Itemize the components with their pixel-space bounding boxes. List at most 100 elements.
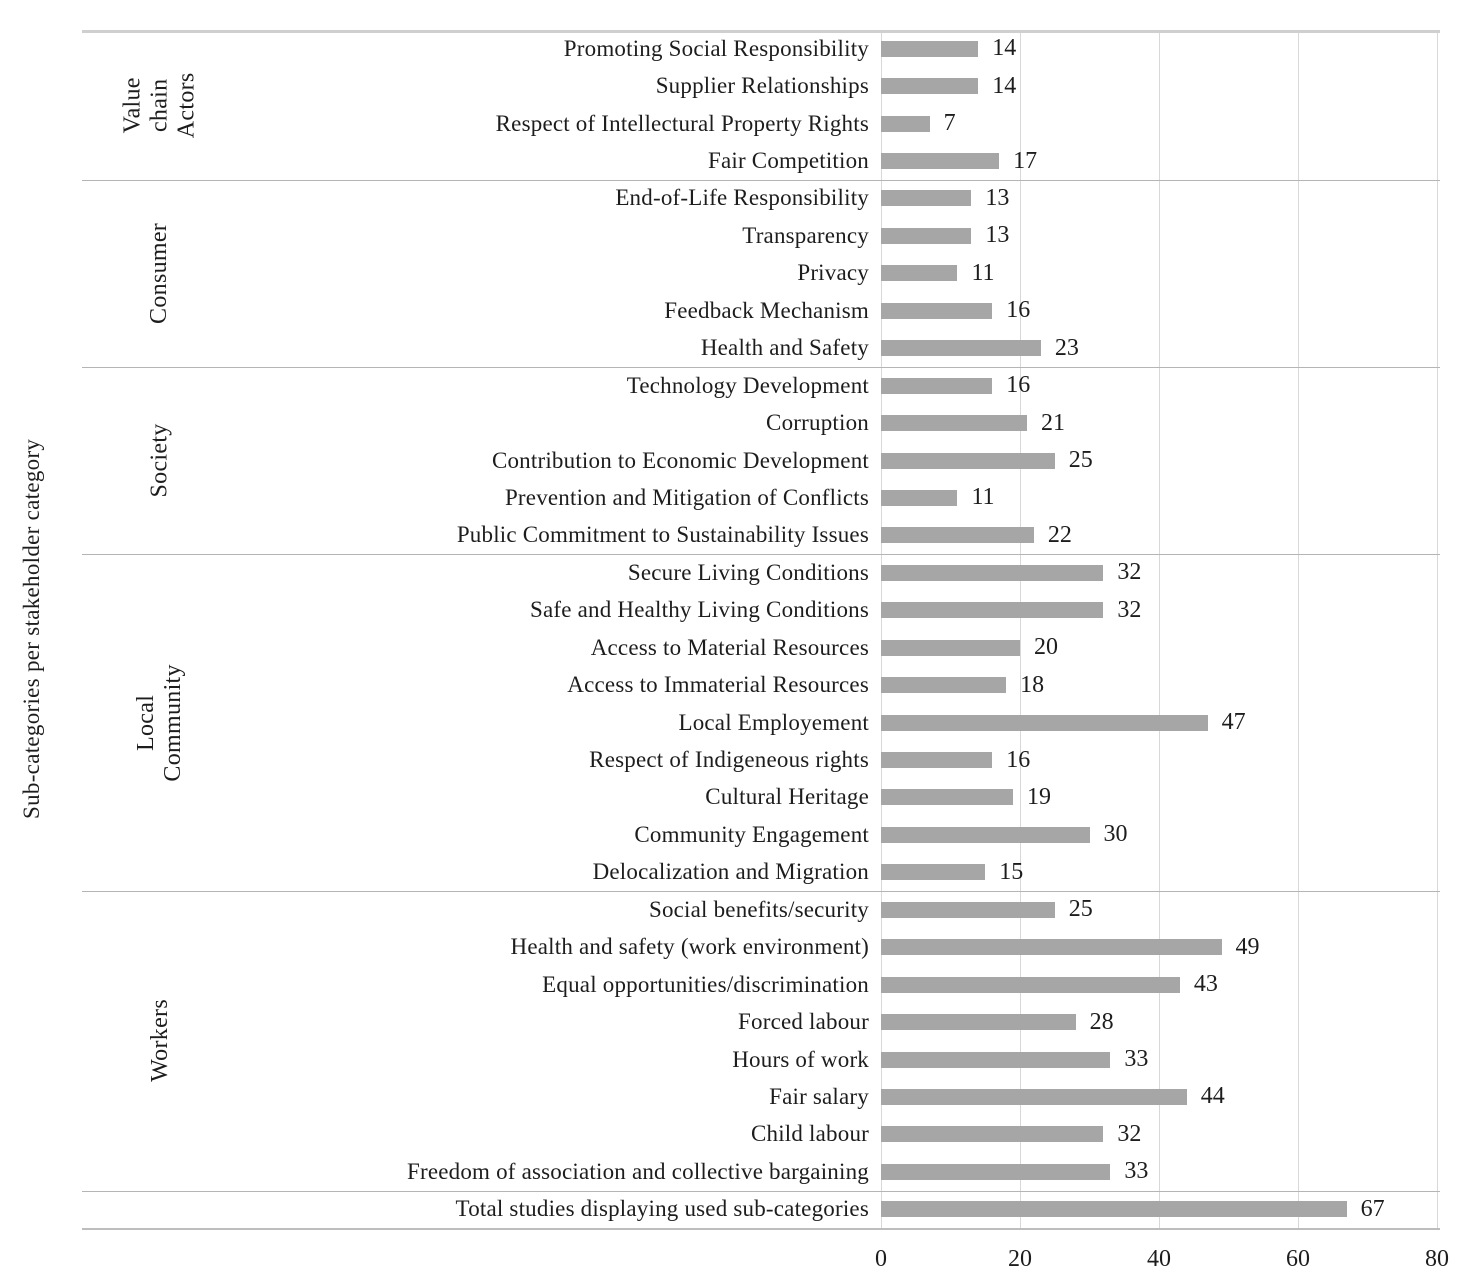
bar: [881, 527, 1034, 544]
bar: [881, 789, 1014, 806]
bar: [881, 1014, 1076, 1031]
value-label: 47: [1221, 709, 1246, 736]
value-label: 11: [971, 259, 995, 286]
category-row: Transparency 13: [0, 217, 1462, 254]
category-label: Feedback Mechanism: [664, 297, 869, 323]
category-row: Fair Competition 17: [0, 142, 1462, 179]
category-label: Health and Safety: [700, 335, 869, 361]
bar: [881, 302, 993, 319]
bar: [881, 639, 1020, 656]
category-label: Social benefits/security: [648, 896, 869, 922]
category-label: Supplier Relationships: [655, 73, 869, 99]
bar: [881, 377, 993, 394]
category-label: Total studies displaying used sub-catego…: [455, 1196, 869, 1222]
gridline: [881, 30, 882, 1228]
category-label: Cultural Heritage: [705, 784, 869, 810]
category-row: Contribution to Economic Development 25: [0, 442, 1462, 479]
category-row: Corruption 21: [0, 404, 1462, 441]
value-label: 16: [1006, 746, 1031, 773]
value-label: 14: [992, 72, 1017, 99]
bar: [881, 265, 958, 282]
category-row: Total studies displaying used sub-catego…: [0, 1191, 1462, 1228]
bar: [881, 40, 979, 57]
category-row: Supplier Relationships 14: [0, 67, 1462, 104]
x-tick-label: 0: [875, 1246, 887, 1272]
value-label: 21: [1040, 409, 1065, 436]
gridline: [1298, 30, 1299, 1228]
bar: [881, 901, 1055, 918]
bar: [881, 340, 1041, 357]
value-label: 19: [1027, 783, 1052, 810]
category-label: Equal opportunities/discrimination: [542, 971, 869, 997]
category-row: Delocalization and Migration 15: [0, 854, 1462, 891]
bar: [881, 1163, 1111, 1180]
bar: [881, 1051, 1111, 1068]
category-label: Forced labour: [738, 1009, 869, 1035]
category-label: Delocalization and Migration: [592, 859, 869, 885]
category-label: Corruption: [766, 410, 869, 436]
bar: [881, 190, 972, 207]
category-row: End-of-Life Responsibility 13: [0, 180, 1462, 217]
bar: [881, 452, 1055, 469]
value-label: 7: [943, 110, 956, 137]
bar: [881, 227, 972, 244]
separator-line: [82, 367, 1440, 368]
bar: [881, 1126, 1104, 1143]
value-label: 32: [1117, 559, 1142, 586]
bar: [881, 752, 993, 769]
value-label: 43: [1193, 971, 1218, 998]
category-label: Access to Immaterial Resources: [567, 672, 869, 698]
bar: [881, 1088, 1187, 1105]
category-row: Local Employement 47: [0, 704, 1462, 741]
separator-line: [82, 891, 1440, 892]
category-row: Freedom of association and collective ba…: [0, 1153, 1462, 1190]
x-tick-label: 80: [1425, 1246, 1449, 1272]
category-label: Promoting Social Responsibility: [563, 35, 869, 61]
category-label: Community Engagement: [634, 821, 869, 847]
value-label: 13: [985, 184, 1010, 211]
category-label: Transparency: [742, 222, 869, 248]
x-tick-label: 20: [1008, 1246, 1032, 1272]
category-label: Respect of Indigeneous rights: [589, 747, 869, 773]
category-label: End-of-Life Responsibility: [615, 185, 869, 211]
value-label: 28: [1089, 1008, 1114, 1035]
category-label: Fair Competition: [708, 148, 869, 174]
value-label: 22: [1047, 521, 1072, 548]
gridline: [1020, 30, 1021, 1228]
gridline: [1437, 30, 1438, 1228]
category-row: Respect of Indigeneous rights 16: [0, 741, 1462, 778]
value-label: 23: [1054, 334, 1079, 361]
value-label: 25: [1068, 896, 1093, 923]
category-label: Local Employement: [678, 709, 869, 735]
value-label: 13: [985, 222, 1010, 249]
value-label: 20: [1034, 634, 1058, 661]
category-row: Hours of work 33: [0, 1041, 1462, 1078]
value-label: 33: [1124, 1046, 1149, 1073]
value-label: 14: [992, 35, 1017, 62]
category-row: Secure Living Conditions 32: [0, 554, 1462, 591]
value-label: 33: [1124, 1158, 1149, 1185]
category-label: Hours of work: [732, 1046, 869, 1072]
bar: [881, 714, 1208, 731]
category-row: Community Engagement 30: [0, 816, 1462, 853]
separator-line: [82, 180, 1440, 181]
category-label: Fair salary: [769, 1083, 869, 1109]
bar: [881, 564, 1104, 581]
value-label: 67: [1360, 1195, 1385, 1222]
category-row: Respect of Intellectural Property Rights…: [0, 105, 1462, 142]
bar: [881, 826, 1090, 843]
category-row: Technology Development 16: [0, 367, 1462, 404]
value-label: 18: [1020, 671, 1045, 698]
category-row: Social benefits/security 25: [0, 891, 1462, 928]
separator-line: [82, 1191, 1440, 1192]
bar: [881, 489, 958, 506]
category-label: Health and safety (work environment): [510, 934, 869, 960]
category-row: Health and Safety 23: [0, 330, 1462, 367]
value-label: 30: [1103, 821, 1128, 848]
category-row: Privacy 11: [0, 255, 1462, 292]
bar: [881, 78, 979, 95]
bar: [881, 976, 1180, 993]
gridline: [1159, 30, 1160, 1228]
